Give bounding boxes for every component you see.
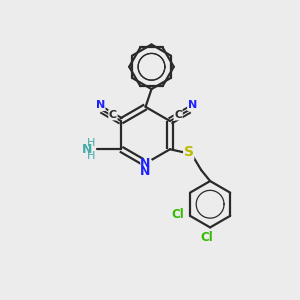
Text: N: N [188, 100, 197, 110]
Text: N: N [96, 100, 105, 110]
Text: N: N [140, 158, 151, 170]
Text: Cl: Cl [201, 231, 214, 244]
Text: S: S [184, 145, 194, 159]
Text: C: C [174, 110, 182, 120]
Text: Cl: Cl [172, 208, 184, 221]
Text: N: N [140, 165, 151, 178]
Text: C: C [109, 110, 117, 120]
Text: H: H [87, 138, 95, 148]
Text: N: N [82, 143, 92, 156]
Text: H: H [87, 151, 95, 161]
